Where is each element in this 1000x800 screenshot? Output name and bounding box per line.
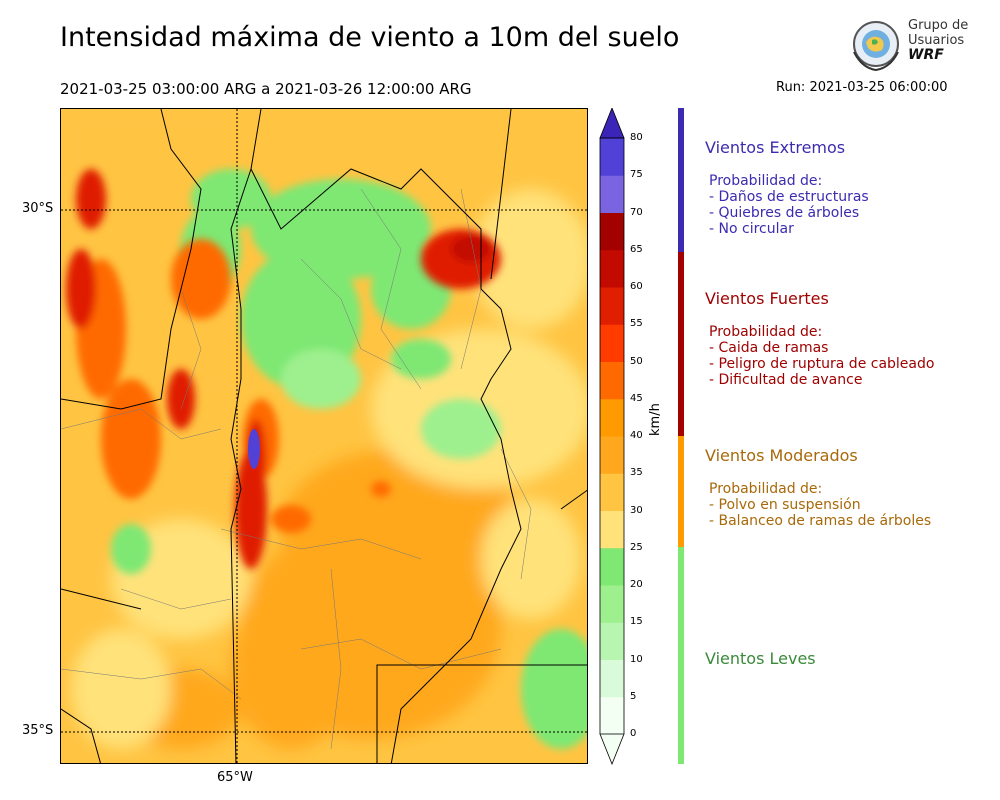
colorbar-swatch xyxy=(600,510,624,549)
category-name: Vientos Leves xyxy=(705,649,816,668)
colorbar: 0 5 10 15 20 25 30 35 40 45 50 55 60 65 70 75 80 xyxy=(598,108,658,768)
grupo-usuarios-wrf-logo: Grupo de Usuarios WRF xyxy=(848,16,978,72)
colorbar-swatch xyxy=(600,175,624,213)
wind-map xyxy=(60,108,588,764)
colorbar-tick-label: 20 xyxy=(630,579,643,590)
category-description-line: - Caida de ramas xyxy=(709,340,829,356)
category-color-bar xyxy=(678,547,684,764)
colorbar-swatch xyxy=(600,473,624,511)
colorbar-tick-label: 55 xyxy=(630,318,643,330)
category-name: Vientos Moderados xyxy=(705,446,858,465)
department-boundaries xyxy=(61,188,532,750)
colorbar-swatch xyxy=(600,436,624,474)
colorbar-tick-label: 40 xyxy=(630,430,643,441)
colorbar-tick-label: 80 xyxy=(630,132,643,143)
colorbar-tick-label: 15 xyxy=(630,616,643,628)
category-item: Vientos Fuertes Probabilidad de: - Caida d… xyxy=(705,289,934,388)
colorbar-swatch xyxy=(600,622,624,660)
colorbar-swatch xyxy=(600,324,624,362)
category-color-bar xyxy=(678,436,684,547)
category-description-line: - No circular xyxy=(709,221,794,237)
category-item: Vientos Extremos Probabilidad de: - Daños … xyxy=(705,138,869,237)
wind-extreme-spot xyxy=(248,429,260,469)
run-time: Run: 2021-03-25 06:00:00 xyxy=(776,80,948,95)
logo-text-line3: WRF xyxy=(908,47,944,63)
colorbar-swatch xyxy=(600,547,624,586)
category-name: Vientos Fuertes xyxy=(705,289,829,308)
lat-label-35s: 35°S xyxy=(22,723,54,738)
colorbar-unit: km/h xyxy=(648,403,663,436)
logo-text-line2: Usuarios xyxy=(908,33,965,48)
colorbar-tick-label: 45 xyxy=(630,392,643,404)
colorbar-swatches xyxy=(599,108,625,766)
colorbar-swatch xyxy=(600,585,624,623)
lon-label-65w: 65°W xyxy=(217,770,253,785)
colorbar-tick-label: 25 xyxy=(630,541,643,553)
colorbar-tick-label: 10 xyxy=(630,653,643,665)
category-description-line: Probabilidad de: xyxy=(709,324,823,340)
category-item: Vientos Leves xyxy=(705,649,816,668)
colorbar-swatch xyxy=(600,138,624,176)
category-description-line: - Quiebres de árboles xyxy=(709,205,860,221)
colorbar-swatch xyxy=(600,696,624,735)
category-description: Probabilidad de: - Daños de estructuras - … xyxy=(709,173,869,237)
category-name: Vientos Extremos xyxy=(705,138,846,157)
category-description-line: - Dificultad de avance xyxy=(709,372,863,388)
colorbar-tick-label: 65 xyxy=(630,243,643,255)
colorbar-tick-label: 30 xyxy=(630,504,643,516)
category-description-line: - Polvo en suspensión xyxy=(709,497,861,513)
lat-label-30s: 30°S xyxy=(22,201,54,216)
colorbar-tick-label: 0 xyxy=(630,728,637,739)
category-description-line: - Balanceo de ramas de árboles xyxy=(709,513,932,529)
colorbar-tick-label: 50 xyxy=(630,355,643,367)
colorbar-swatch xyxy=(600,287,624,325)
category-description: Probabilidad de: - Caida de ramas - Peligr… xyxy=(709,324,934,388)
colorbar-tick-label: 75 xyxy=(630,169,643,181)
province-boundaries xyxy=(61,109,587,763)
category-description-line: - Daños de estructuras xyxy=(709,189,869,205)
category-description-line: Probabilidad de: xyxy=(709,481,823,497)
colorbar-swatch xyxy=(600,398,624,437)
colorbar-swatch xyxy=(600,361,624,400)
category-description-line: Probabilidad de: xyxy=(709,173,823,189)
colorbar-tick-label: 70 xyxy=(630,206,643,218)
category-description: Probabilidad de: - Polvo en suspensión - B… xyxy=(709,481,931,529)
colorbar-swatch xyxy=(600,212,624,251)
colorbar-max-arrow xyxy=(599,108,625,139)
map-title: Intensidad máxima de viento a 10m del su… xyxy=(60,22,680,53)
globe-logo-icon xyxy=(853,21,899,72)
graticule xyxy=(61,109,587,763)
category-color-bar xyxy=(678,252,684,436)
category-item: Vientos Moderados Probabilidad de: - Polvo… xyxy=(705,446,931,529)
colorbar-tick-label: 5 xyxy=(630,690,637,702)
forecast-period: 2021-03-25 03:00:00 ARG a 2021-03-26 12:… xyxy=(60,80,472,98)
category-color-bar xyxy=(678,108,684,252)
colorbar-tick-label: 35 xyxy=(630,467,643,479)
wind-field-svg xyxy=(61,109,587,763)
colorbar-swatch xyxy=(600,659,624,698)
logo-text-line1: Grupo de xyxy=(908,18,969,33)
colorbar-tick-label: 60 xyxy=(630,281,643,292)
colorbar-min-arrow xyxy=(599,733,625,766)
colorbar-swatch xyxy=(600,249,624,288)
category-description-line: - Peligro de ruptura de cableado xyxy=(709,356,935,372)
wind-light-field xyxy=(111,169,587,749)
